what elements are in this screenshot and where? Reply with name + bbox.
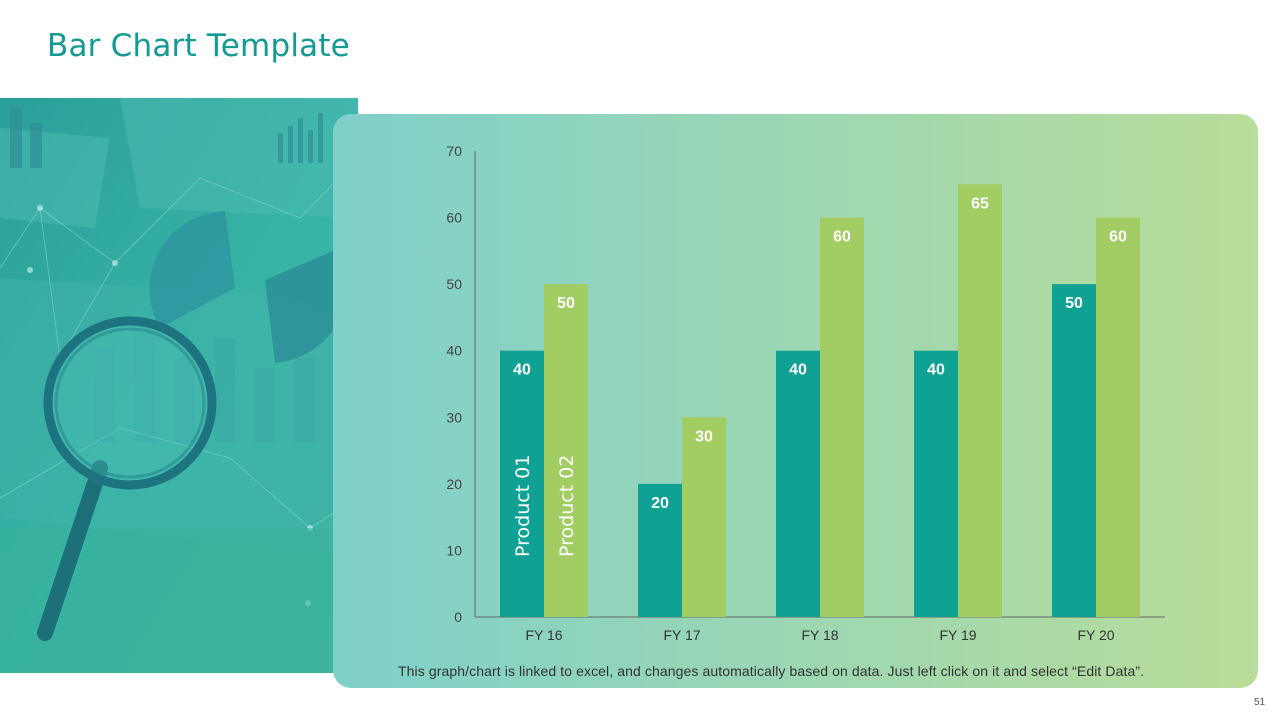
bar-product-02-fy-20[interactable] [1096,217,1140,618]
bar-value-label: 30 [695,428,713,445]
bar-product-01-fy-19[interactable] [914,350,958,617]
x-tick-label: FY 16 [525,627,562,643]
y-axis-ticks: 0 10 20 30 40 50 60 70 [446,143,462,625]
x-tick-label: FY 18 [801,627,838,643]
page-number: 51 [1254,697,1266,708]
bar-value-label: 40 [513,362,531,379]
legend-product-01: Product 01 [512,455,534,557]
bar-value-label: 50 [557,295,575,312]
y-tick-label: 20 [446,476,462,492]
bar-product-02-fy-19[interactable] [958,184,1002,618]
bar-product-01-fy-20[interactable] [1052,284,1096,617]
legend: Product 01 Product 02 [512,455,578,557]
x-tick-label: FY 19 [939,627,976,643]
bar-value-label: 60 [1109,229,1127,246]
y-tick-label: 70 [446,143,462,159]
chart-footnote: This graph/chart is linked to excel, and… [398,663,1145,679]
legend-product-02: Product 02 [556,455,578,557]
magnifier-photo [0,98,358,673]
bar-value-label: 20 [651,495,669,512]
bar-product-01-fy-18[interactable] [776,350,820,617]
x-tick-label: FY 17 [663,627,700,643]
y-tick-label: 10 [446,542,462,558]
bar-product-02-fy-16[interactable] [544,284,588,617]
page-title: Bar Chart Template [47,28,350,64]
bar-value-label: 65 [971,195,989,212]
bar-value-label: 40 [789,362,807,379]
x-tick-label: FY 20 [1077,627,1114,643]
bar-value-label: 40 [927,362,945,379]
bar-value-label: 50 [1065,295,1083,312]
x-axis-ticks: FY 16 FY 17 FY 18 FY 19 FY 20 [525,627,1114,643]
bars: 40 50 20 30 40 60 40 65 50 60 [500,184,1140,618]
y-tick-label: 40 [446,343,462,359]
y-tick-label: 50 [446,276,462,292]
bar-product-02-fy-17[interactable] [682,417,726,617]
y-tick-label: 0 [454,609,462,625]
bar-product-01-fy-17[interactable] [638,483,682,617]
bar-product-02-fy-18[interactable] [820,217,864,618]
bar-value-label: 60 [833,229,851,246]
bar-product-01-fy-16[interactable] [500,350,544,617]
y-tick-label: 30 [446,409,462,425]
y-tick-label: 60 [446,210,462,226]
